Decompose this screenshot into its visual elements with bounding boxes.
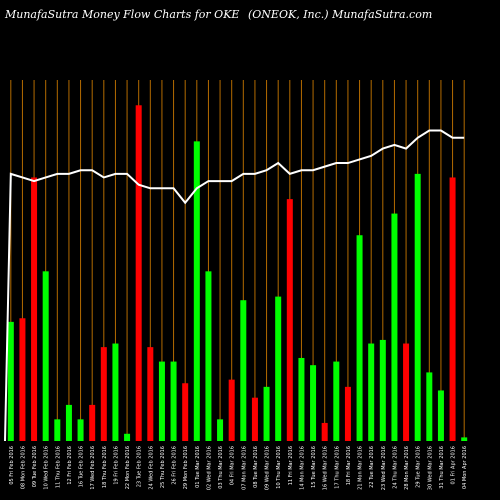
flow-bar <box>19 318 26 441</box>
flow-bar <box>356 235 363 441</box>
x-tick-label: 11 Fri Mar 2016 <box>288 446 294 485</box>
flow-bar <box>65 404 72 441</box>
x-tick-label: 07 Mon Mar 2016 <box>241 446 247 490</box>
x-tick-label: 02 Wed Mar 2016 <box>206 446 212 490</box>
flow-bar <box>240 300 247 441</box>
flow-bar <box>158 361 165 441</box>
flow-bar <box>124 433 131 441</box>
flow-bar <box>275 296 282 441</box>
x-tick-label: 16 Tue Feb 2016 <box>79 446 85 487</box>
money-flow-line <box>4 129 465 442</box>
x-tick-label: 12 Fri Feb 2016 <box>67 446 73 485</box>
x-tick-label: 04 Fri Mar 2016 <box>230 446 236 485</box>
x-tick-label: 19 Fri Feb 2016 <box>113 446 119 485</box>
flow-bar <box>170 361 177 441</box>
x-tick-label: 17 Wed Feb 2016 <box>90 446 96 490</box>
x-tick-label: 31 Thu Mar 2016 <box>439 446 445 489</box>
flow-bar <box>112 343 119 441</box>
x-tick-label: 29 Tue Mar 2016 <box>416 446 422 488</box>
flow-bar <box>228 379 235 441</box>
flow-bar <box>100 347 107 441</box>
x-tick-label: 21 Mon Mar 2016 <box>358 446 364 490</box>
flow-bar <box>263 386 270 441</box>
flow-bar <box>344 386 351 441</box>
flow-bar <box>321 422 328 441</box>
x-tick-label: 01 Fri Apr 2016 <box>451 446 457 484</box>
flow-bar <box>147 347 154 441</box>
flow-bar <box>205 271 212 441</box>
x-tick-label: 28 Mon Mar 2016 <box>404 446 410 490</box>
x-tick-label: 25 Thu Feb 2016 <box>160 446 166 488</box>
x-tick-label: 08 Tue Mar 2016 <box>253 446 259 488</box>
x-tick-label: 23 Tue Feb 2016 <box>137 446 143 487</box>
flow-bar <box>182 383 189 441</box>
flow-bar <box>379 339 386 441</box>
flow-bar <box>310 365 317 441</box>
x-tick-label: 18 Thu Feb 2016 <box>102 446 108 488</box>
flow-bar <box>135 105 142 442</box>
flow-bar <box>217 419 224 441</box>
flow-bar <box>77 419 84 441</box>
x-tick-label: 16 Wed Mar 2016 <box>323 446 329 490</box>
flow-bar <box>414 173 421 442</box>
x-tick-label: 30 Wed Mar 2016 <box>427 446 433 490</box>
chart-title: MunafaSutra Money Flow Charts for OKE <box>5 8 240 21</box>
x-tick-label: 22 Tue Mar 2016 <box>369 446 375 488</box>
flow-bar <box>461 437 468 441</box>
x-tick-label: 11 Thu Feb 2016 <box>55 446 61 488</box>
flow-bar <box>89 404 96 441</box>
flow-bar <box>298 357 305 441</box>
x-tick-label: 22 Mon Feb 2016 <box>125 446 131 489</box>
flow-bar <box>403 343 410 441</box>
flow-bar <box>426 372 433 441</box>
flow-bar <box>54 419 61 441</box>
flow-bar <box>251 397 258 441</box>
flow-bar <box>437 390 444 441</box>
x-tick-label: 10 Wed Feb 2016 <box>44 446 50 490</box>
x-tick-label: 26 Fri Feb 2016 <box>172 446 178 485</box>
flow-bar <box>193 141 200 441</box>
x-tick-label: 14 Mon Mar 2016 <box>299 446 305 490</box>
x-tick-label: 23 Wed Mar 2016 <box>381 446 387 490</box>
x-tick-label: 24 Wed Feb 2016 <box>148 446 154 490</box>
flow-bar <box>391 213 398 441</box>
x-tick-label: 08 Mon Feb 2016 <box>20 446 26 489</box>
x-tick-label: 09 Tue Feb 2016 <box>32 446 38 487</box>
x-tick-label: 05 Fri Feb 2016 <box>9 446 15 485</box>
x-tick-label: 24 Thu Mar 2016 <box>392 446 398 489</box>
flow-bar <box>7 321 14 441</box>
flow-bar <box>42 271 49 441</box>
flow-bar <box>368 343 375 441</box>
x-tick-label: 29 Mon Feb 2016 <box>183 446 189 489</box>
flow-bar <box>286 199 293 441</box>
flow-bar <box>333 361 340 441</box>
x-tick-label: 04 Mon Apr 2016 <box>462 446 468 489</box>
x-tick-label: 03 Thu Mar 2016 <box>218 446 224 489</box>
x-tick-label: 09 Wed Mar 2016 <box>265 446 271 490</box>
x-tick-label: 15 Tue Mar 2016 <box>311 446 317 488</box>
chart-subtitle: (ONEOK, Inc.) MunafaSutra.com <box>248 8 433 21</box>
x-tick-label: 18 Fri Mar 2016 <box>346 446 352 485</box>
flow-bar <box>31 177 38 441</box>
x-tick-label: 01 Tue Mar 2016 <box>195 446 201 488</box>
x-tick-label: 10 Thu Mar 2016 <box>276 446 282 489</box>
flow-bar <box>449 177 456 441</box>
x-tick-label: 17 Thu Mar 2016 <box>334 446 340 489</box>
